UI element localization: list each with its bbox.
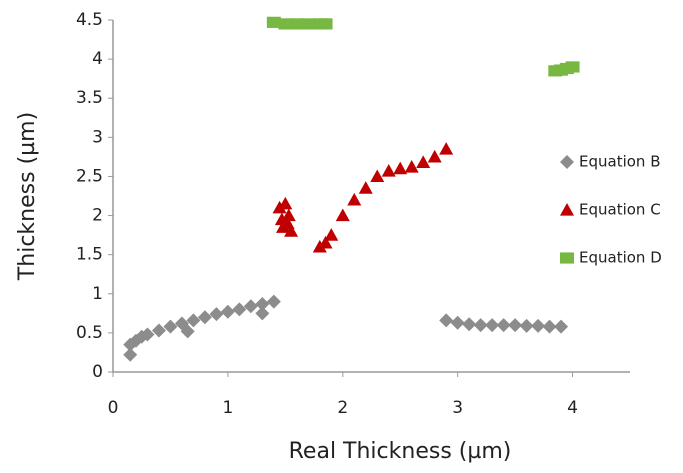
point bbox=[289, 18, 304, 30]
point bbox=[347, 192, 362, 206]
point bbox=[554, 319, 569, 334]
point bbox=[519, 318, 534, 333]
x-tick-label: 4 bbox=[567, 398, 578, 418]
y-tick-label: 4.5 bbox=[76, 10, 103, 30]
point bbox=[531, 318, 546, 333]
y-tick-label: 3.5 bbox=[76, 88, 103, 108]
legend-marker bbox=[560, 203, 574, 216]
legend-label: Equation C bbox=[579, 201, 661, 219]
point bbox=[220, 304, 235, 319]
point bbox=[496, 318, 511, 333]
point bbox=[318, 18, 333, 30]
y-tick-label: 3 bbox=[92, 127, 103, 147]
point bbox=[381, 163, 396, 177]
x-tick-label: 1 bbox=[222, 398, 233, 418]
point bbox=[266, 294, 281, 309]
point bbox=[358, 181, 373, 194]
y-tick-label: 2.5 bbox=[76, 166, 103, 186]
legend-label: Equation D bbox=[579, 249, 662, 267]
y-tick-label: 1.5 bbox=[76, 245, 103, 265]
x-tick-label: 2 bbox=[337, 398, 348, 418]
point bbox=[266, 16, 281, 28]
point bbox=[542, 319, 557, 334]
point bbox=[404, 160, 419, 173]
point bbox=[255, 296, 270, 311]
point bbox=[281, 208, 296, 222]
point bbox=[123, 347, 138, 362]
y-tick-label: 4 bbox=[92, 49, 103, 69]
point bbox=[370, 169, 385, 183]
legend-marker bbox=[560, 252, 574, 264]
point bbox=[473, 318, 488, 333]
point bbox=[278, 18, 293, 30]
point bbox=[324, 228, 339, 241]
point bbox=[180, 324, 195, 339]
point bbox=[255, 306, 270, 321]
y-tick-label: 1 bbox=[92, 284, 103, 304]
point bbox=[274, 212, 289, 226]
point bbox=[278, 196, 293, 210]
point bbox=[335, 208, 350, 222]
point bbox=[427, 149, 442, 163]
point bbox=[284, 224, 299, 237]
point bbox=[163, 319, 178, 334]
y-axis-title: Thickness (µm) bbox=[15, 112, 40, 281]
x-tick-label: 3 bbox=[452, 398, 463, 418]
legend-marker bbox=[560, 155, 574, 169]
point bbox=[186, 313, 201, 328]
y-tick-label: 0.5 bbox=[76, 323, 103, 343]
point bbox=[140, 327, 155, 342]
point bbox=[301, 18, 316, 30]
point bbox=[272, 200, 287, 214]
point bbox=[416, 155, 431, 168]
point bbox=[197, 310, 212, 325]
point bbox=[318, 235, 333, 249]
point bbox=[151, 323, 166, 338]
point bbox=[439, 142, 454, 155]
point bbox=[450, 315, 465, 330]
point bbox=[243, 299, 258, 314]
point bbox=[565, 61, 580, 73]
point bbox=[232, 302, 247, 317]
point bbox=[485, 318, 500, 333]
point bbox=[312, 239, 327, 253]
y-tick-label: 0 bbox=[92, 362, 103, 382]
point bbox=[439, 313, 454, 328]
point bbox=[209, 307, 224, 322]
point bbox=[393, 161, 408, 175]
legend-label: Equation B bbox=[579, 153, 661, 171]
y-tick-label: 2 bbox=[92, 206, 103, 226]
point bbox=[462, 317, 477, 332]
point bbox=[508, 318, 523, 333]
x-axis-title: Real Thickness (µm) bbox=[289, 439, 512, 464]
x-tick-label: 0 bbox=[108, 398, 119, 418]
